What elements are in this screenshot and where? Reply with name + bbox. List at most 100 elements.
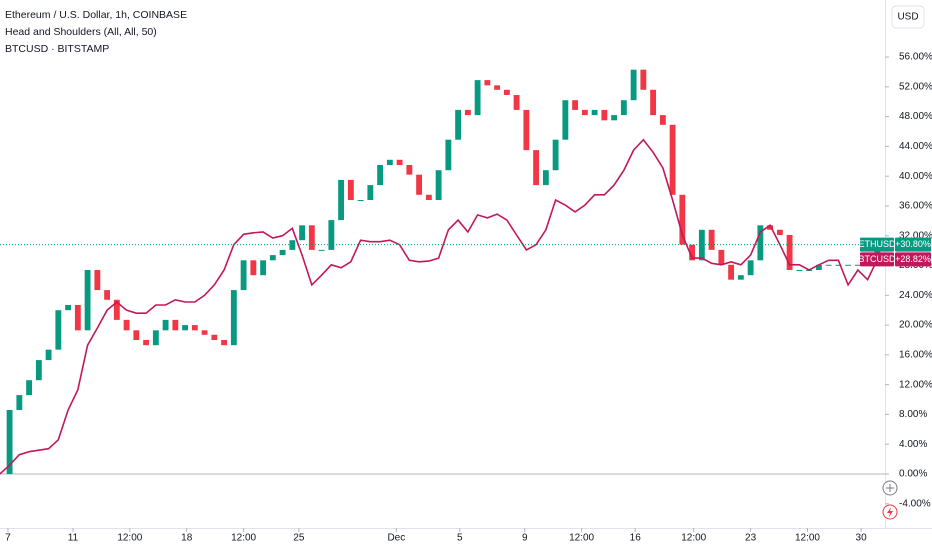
y-tick-label: 56.00% [899, 52, 932, 63]
candle [65, 304, 72, 311]
candle [523, 109, 530, 151]
candle [143, 339, 150, 346]
candle [55, 310, 62, 350]
candle [581, 109, 588, 116]
series-name: BTCUSD [858, 254, 896, 264]
x-tick-label: 25 [293, 533, 305, 544]
candle [377, 165, 384, 186]
x-tick-label: 30 [856, 533, 868, 544]
y-tick-label: 36.00% [899, 201, 932, 212]
candle [513, 95, 520, 110]
x-tick-label: 12:00 [795, 533, 820, 544]
candle [6, 409, 13, 475]
y-tick-label: -4.00% [899, 498, 931, 509]
price-label: +30.80% [895, 239, 931, 249]
candle [455, 109, 462, 140]
candle [737, 275, 744, 280]
candle [94, 269, 101, 291]
y-tick-label: 12.00% [899, 379, 932, 390]
candle [572, 100, 579, 110]
candle [708, 229, 715, 250]
candle [113, 299, 120, 320]
candle [786, 234, 793, 270]
candle [825, 264, 832, 266]
x-tick-label: 5 [457, 533, 463, 544]
y-tick-label: 44.00% [899, 141, 932, 152]
candle [815, 264, 822, 270]
candle [104, 290, 111, 300]
candle [494, 85, 501, 90]
series-name-box [860, 237, 894, 252]
series-name-box [860, 252, 894, 267]
chart-title: Ethereum / U.S. Dollar, 1h, COINBASE [5, 9, 187, 21]
lightning-icon[interactable] [882, 504, 898, 520]
candle [318, 249, 325, 251]
candle [542, 170, 549, 186]
candle [445, 139, 452, 171]
candle [484, 80, 491, 86]
candle [123, 319, 130, 331]
candle [435, 170, 442, 201]
candle [425, 194, 432, 201]
candle [386, 159, 393, 166]
candle [172, 319, 179, 331]
candle [308, 225, 315, 250]
currency-button[interactable] [891, 5, 925, 29]
candle [338, 179, 345, 221]
x-tick-label: 9 [522, 533, 528, 544]
candle [289, 240, 296, 250]
y-tick-label: 52.00% [899, 81, 932, 92]
y-tick-label: 40.00% [899, 171, 932, 182]
candle [659, 115, 666, 125]
indicator-label: Head and Shoulders (All, All, 50) [5, 26, 157, 38]
x-tick-label: 18 [181, 533, 193, 544]
candle [591, 109, 598, 116]
candle [230, 290, 237, 346]
candle [260, 260, 267, 276]
candle [162, 319, 169, 331]
candle [191, 325, 198, 331]
lightning-bolt[interactable] [887, 507, 893, 517]
series-name: ETHUSD [858, 239, 896, 249]
candle [464, 109, 471, 116]
candle [728, 264, 735, 280]
candle [35, 360, 42, 381]
candle [182, 325, 189, 331]
candle [767, 225, 774, 230]
y-tick-label: 48.00% [899, 111, 932, 122]
x-tick-label: 12:00 [569, 533, 594, 544]
x-tick-label: 16 [630, 533, 642, 544]
price-label: +28.82% [895, 254, 931, 264]
x-tick-label: 11 [68, 533, 79, 544]
candle [854, 264, 861, 266]
candle [16, 395, 23, 410]
candle [201, 330, 208, 335]
candle [45, 349, 52, 361]
zoom-plus[interactable] [886, 484, 894, 492]
candle [620, 100, 627, 116]
candle [74, 304, 81, 331]
candle [533, 150, 540, 186]
x-tick-label: 12:00 [117, 533, 142, 544]
zoom-icon[interactable] [882, 480, 898, 496]
candle [269, 255, 276, 261]
candle [416, 174, 423, 195]
candle [474, 80, 481, 116]
x-tick-label: 12:00 [231, 533, 256, 544]
candle [357, 200, 364, 202]
candle [601, 109, 608, 121]
candle [776, 229, 783, 235]
candle [679, 194, 686, 245]
candle [211, 334, 218, 340]
y-tick-label: 24.00% [899, 290, 932, 301]
y-tick-label: 20.00% [899, 320, 932, 331]
line-series [0, 138, 879, 475]
candle [757, 225, 764, 261]
y-tick-label: 8.00% [899, 409, 927, 420]
candle [84, 269, 91, 331]
candle [640, 69, 647, 90]
candle [835, 264, 842, 266]
y-tick-label: 32.00% [899, 230, 932, 241]
currency-label[interactable]: USD [897, 12, 918, 23]
